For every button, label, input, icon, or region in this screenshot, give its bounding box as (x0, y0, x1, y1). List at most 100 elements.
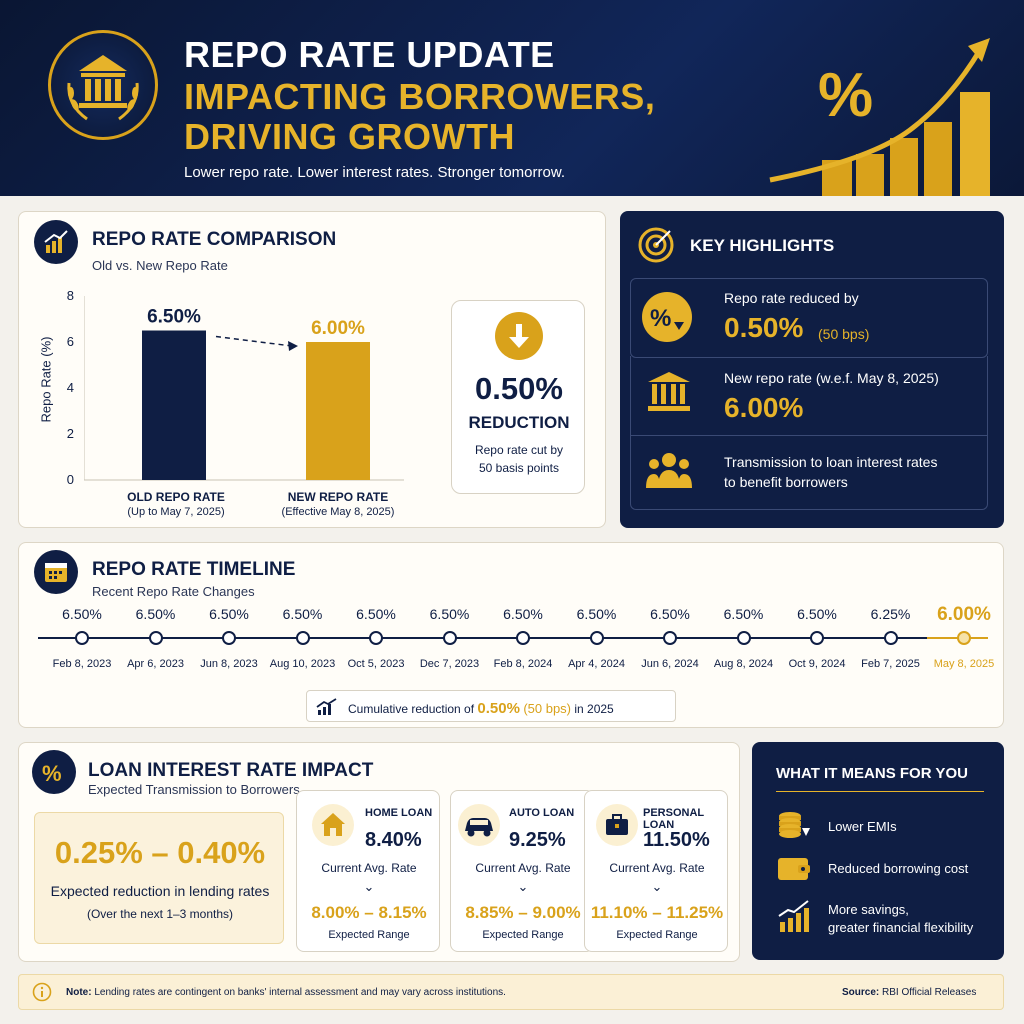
bar-chart-icon (34, 220, 78, 264)
highlight-1-value: 0.50% (724, 312, 804, 343)
timeline-date: Oct 5, 2023 (347, 658, 405, 670)
cumulative-box (306, 690, 676, 722)
highlight-item-1 (630, 278, 988, 358)
highlight-3-text-2: to benefit borrowers (724, 474, 848, 490)
wallet-icon (778, 858, 810, 880)
loan-rate: 9.25% (509, 829, 566, 851)
reduction-value: 0.50% (475, 371, 563, 406)
range-box: 0.25% – 0.40% Expected reduction in lend… (34, 812, 284, 944)
coins-icon (779, 812, 810, 838)
impact-title: LOAN INTEREST RATE IMPACT (88, 760, 374, 781)
comparison-title: REPO RATE COMPARISON (92, 229, 337, 250)
percent-down-icon: % (642, 292, 692, 342)
footer-source: Source: RBI Official Releases (842, 987, 976, 998)
info-icon (32, 982, 52, 1002)
reduction-label: REDUCTION (468, 413, 570, 432)
percent-growth-chart-icon: % (769, 38, 990, 196)
timeline-dot (222, 631, 236, 645)
reduction-box: 0.50% REDUCTION Repo rate cut by 50 basi… (451, 300, 585, 494)
timeline-date: Jun 8, 2023 (200, 658, 258, 670)
house-icon (312, 804, 354, 846)
loan-range: 8.00% – 8.15% (311, 903, 427, 922)
y-tick-label: 4 (66, 380, 74, 395)
means-item-2: Reduced borrowing cost (828, 861, 969, 876)
means-card (752, 742, 1004, 960)
timeline-dot (957, 631, 971, 645)
y-tick-label: 8 (66, 288, 74, 303)
loan-name: AUTO LOAN (509, 807, 575, 819)
page-title-line2: IMPACTING BORROWERS, (184, 76, 656, 117)
note-label: Note: (66, 987, 92, 998)
timeline-date: Feb 8, 2024 (493, 658, 553, 670)
timeline-rate: 6.50% (429, 606, 470, 622)
timeline-rate: 6.50% (797, 606, 837, 622)
bar-value-label: 6.50% (147, 307, 201, 328)
timeline-date: Aug 8, 2024 (713, 658, 774, 670)
bank-building-icon (48, 30, 158, 140)
loan-card-personal: PERSONAL LOAN 11.50% Current Avg. Rate ⌄… (584, 790, 728, 952)
bar (142, 330, 206, 480)
timeline-line (38, 637, 928, 639)
timeline-rate: 6.25% (870, 606, 911, 622)
highlight-1-text: Repo rate reduced by (724, 290, 859, 306)
car-icon (458, 804, 500, 846)
loan-current-label: Current Avg. Rate (609, 861, 705, 875)
svg-text:%: % (818, 61, 873, 130)
timeline-dot (663, 631, 677, 645)
timeline-rate: 6.50% (576, 606, 617, 622)
people-icon (646, 453, 692, 488)
percent-icon: % (32, 750, 76, 794)
highlight-1-note: (50 bps) (818, 326, 870, 342)
timeline-subtitle: Recent Repo Rate Changes (92, 584, 255, 599)
reduction-note-1: Repo rate cut by (474, 443, 564, 457)
trend-up-icon (316, 698, 337, 715)
highlight-item-3 (630, 434, 988, 510)
timeline-rate: 6.50% (135, 606, 176, 622)
y-tick-label: 0 (66, 472, 74, 487)
timeline-rate: 6.50% (209, 606, 249, 622)
range-label: Expected reduction in lending rates (50, 883, 270, 899)
timeline-rate: 6.50% (62, 606, 102, 622)
calendar-icon (34, 550, 78, 594)
range-value: 0.25% – 0.40% (54, 835, 266, 870)
header-banner: REPO RATE UPDATE IMPACTING BORROWERS, DR… (0, 0, 1024, 196)
timeline-dot (148, 631, 163, 645)
page-subtitle: Lower repo rate. Lower interest rates. S… (184, 164, 566, 181)
old-rate-label: OLD REPO RATE (127, 490, 225, 504)
loan-expected-label: Expected Range (328, 929, 410, 941)
cumulative-bps: (50 bps) (523, 701, 572, 716)
old-rate-sub: (Up to May 7, 2025) (127, 506, 225, 518)
timeline-date: Oct 9, 2024 (788, 658, 846, 670)
svg-text:%: % (42, 761, 62, 786)
page-title-line3: DRIVING GROWTH (184, 116, 515, 157)
y-tick-label: 2 (66, 426, 74, 441)
loan-current-label: Current Avg. Rate (475, 861, 571, 875)
loan-expected-label: Expected Range (616, 929, 698, 941)
timeline-rate: 6.50% (356, 606, 396, 622)
highlight-3-text-1: Transmission to loan interest rates (724, 454, 938, 470)
arrow-head (288, 341, 298, 351)
chevron-down-icon: ⌄ (363, 879, 375, 894)
highlight-2-value: 6.00% (724, 392, 804, 423)
note-text: Lending rates are contingent on banks' i… (94, 987, 506, 998)
timeline-date: Apr 6, 2023 (127, 658, 184, 670)
loan-rate: 11.50% (643, 829, 710, 851)
bank-icon (648, 372, 690, 411)
source-label: Source: (842, 987, 880, 998)
bar (306, 342, 370, 480)
range-note: (Over the next 1–3 months) (86, 907, 234, 921)
timeline-date: Jun 6, 2024 (641, 658, 699, 670)
loan-name: PERSONAL LOAN (643, 807, 704, 831)
timeline-dot (75, 631, 89, 645)
y-tick-label: 6 (66, 334, 74, 349)
loan-current-label: Current Avg. Rate (321, 861, 417, 875)
means-item-1: Lower EMIs (828, 819, 897, 834)
dashed-arrow (215, 335, 293, 347)
chart-ylabel: Repo Rate (%) (38, 336, 54, 423)
impact-subtitle: Expected Transmission to Borrowers (88, 782, 300, 797)
loan-name: HOME LOAN (365, 807, 433, 819)
timeline-dot (369, 631, 383, 645)
timeline-dot (589, 631, 604, 645)
means-item-3-line2: greater financial flexibility (828, 920, 974, 935)
highlights-title: KEY HIGHLIGHTS (690, 236, 835, 255)
